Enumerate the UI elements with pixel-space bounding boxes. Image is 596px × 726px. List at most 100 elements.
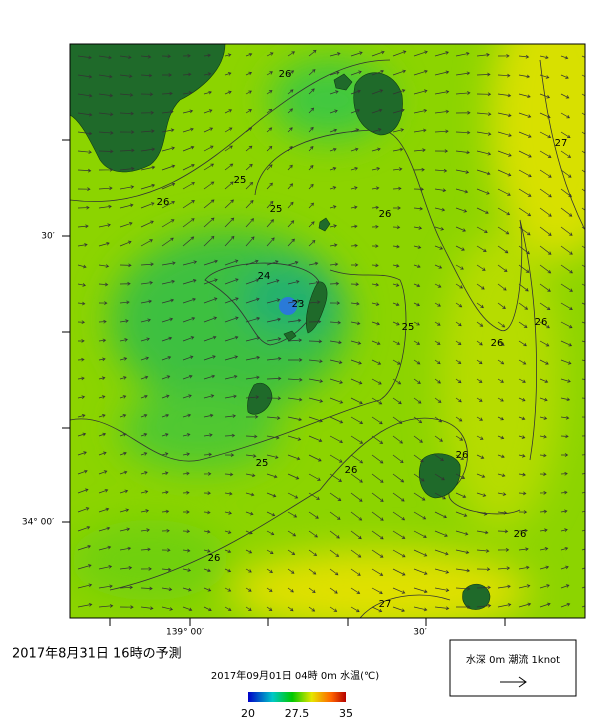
arrow <box>308 300 321 305</box>
arrow <box>476 226 488 233</box>
arrow <box>77 414 86 418</box>
arrow <box>497 492 507 496</box>
arrow <box>203 145 214 152</box>
arrow <box>350 243 358 248</box>
arrow <box>161 201 176 209</box>
arrow <box>161 279 175 285</box>
arrow <box>392 568 406 576</box>
arrow <box>476 207 489 214</box>
arrow <box>455 321 462 327</box>
arrow <box>392 606 405 612</box>
arrow <box>77 112 93 117</box>
arrow <box>266 260 279 266</box>
arrow <box>98 432 107 437</box>
arrow <box>476 131 492 136</box>
arrow <box>539 378 549 383</box>
arrow <box>560 565 569 570</box>
arrow <box>245 511 254 516</box>
arrow <box>287 108 293 114</box>
arrow <box>518 226 531 236</box>
arrow <box>203 72 212 76</box>
arrow <box>350 530 362 540</box>
arrow <box>497 150 512 157</box>
arrow <box>77 264 87 269</box>
arrow <box>434 321 441 326</box>
arrow <box>266 237 275 247</box>
arrow <box>308 549 318 557</box>
arrow <box>266 568 273 573</box>
arrow <box>518 602 532 608</box>
arrow <box>266 317 281 323</box>
arrow <box>497 264 508 272</box>
arrow <box>329 378 343 384</box>
arrow <box>287 164 293 171</box>
arrow <box>518 112 532 118</box>
arrow <box>392 530 406 539</box>
arrow <box>77 544 92 551</box>
arrow <box>581 340 585 343</box>
contour-labels: 26 25 26 25 26 27 24 23 25 26 26 25 26 26 26 26 27 <box>157 69 568 610</box>
land <box>70 44 491 610</box>
colorbar-tick-label: 27.5 <box>285 707 310 720</box>
arrow <box>476 549 490 553</box>
contour-label: 23 <box>292 299 305 310</box>
arrow <box>539 169 552 178</box>
arrow <box>308 145 314 152</box>
arrow <box>539 397 548 402</box>
arrow <box>140 547 151 552</box>
arrow <box>287 51 295 57</box>
arrow <box>476 245 487 252</box>
arrow <box>266 473 278 479</box>
arrow <box>455 51 470 57</box>
arrow <box>287 146 293 152</box>
arrow <box>350 435 364 444</box>
arrow <box>140 73 153 78</box>
arrow <box>518 131 532 138</box>
contour-label: 26 <box>208 553 221 564</box>
arrow <box>434 168 448 173</box>
arrow <box>266 145 273 152</box>
arrow <box>455 71 471 76</box>
arrow <box>497 73 511 78</box>
arrow <box>581 226 585 230</box>
arrow <box>287 473 300 480</box>
arrow <box>329 128 338 133</box>
arrow <box>455 530 469 536</box>
arrow <box>497 226 510 235</box>
arrow <box>350 186 358 190</box>
arrow <box>224 530 232 534</box>
arrow <box>371 549 384 558</box>
arrow <box>329 416 344 424</box>
arrow <box>560 602 571 608</box>
arrow <box>329 568 339 576</box>
arrow <box>539 359 549 365</box>
arrow <box>560 434 569 439</box>
arrow <box>308 568 317 575</box>
arrow <box>119 300 130 305</box>
arrow <box>413 167 425 172</box>
arrow <box>392 473 405 483</box>
arrow <box>203 181 215 190</box>
x-label: 30′ <box>413 628 427 638</box>
arrow <box>350 263 359 267</box>
arrow <box>245 90 252 95</box>
arrow <box>203 316 218 323</box>
arrow <box>581 359 585 362</box>
arrow <box>434 587 450 592</box>
arrow <box>518 472 526 477</box>
arrow <box>182 355 194 361</box>
arrow <box>518 528 528 533</box>
arrow <box>224 235 235 247</box>
arrow <box>350 282 360 287</box>
arrow <box>413 50 428 57</box>
arrow <box>497 321 506 328</box>
arrow <box>203 259 218 266</box>
arrow <box>224 433 236 438</box>
arrow <box>98 376 106 380</box>
arrow <box>308 378 324 383</box>
arrow <box>308 164 314 171</box>
arrow <box>371 492 384 502</box>
arrow <box>371 205 380 210</box>
arrow <box>203 510 211 515</box>
arrow <box>350 340 362 345</box>
